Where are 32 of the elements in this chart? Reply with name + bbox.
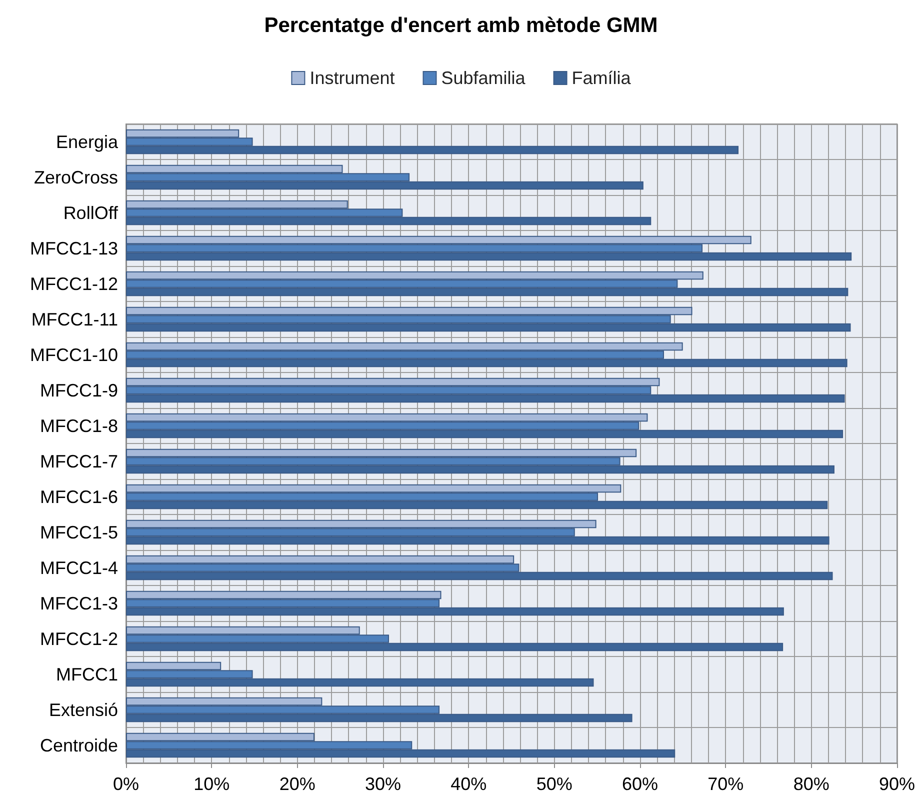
x-tick-label: 0% xyxy=(112,774,140,794)
y-tick-label: MFCC1-12 xyxy=(30,274,118,294)
y-tick-label: MFCC1-6 xyxy=(40,486,118,507)
y-tick-label: Energia xyxy=(56,132,119,152)
x-tick-label: 30% xyxy=(364,774,402,794)
y-tick-label: MFCC1-3 xyxy=(40,593,118,614)
chart-title: Percentatge d'encert amb mètode GMM xyxy=(264,14,658,37)
y-tick-label: ZeroCross xyxy=(34,167,118,188)
y-tick-label: MFCC1-10 xyxy=(30,344,118,365)
y-tick-label: Centroide xyxy=(40,735,118,756)
y-tick-label: MFCC1-2 xyxy=(40,628,118,649)
y-tick-label: MFCC1-11 xyxy=(31,309,118,330)
x-tick-label: 10% xyxy=(194,774,230,794)
y-tick-label: MFCC1-4 xyxy=(40,558,118,578)
x-tick-label: 50% xyxy=(536,774,572,794)
x-tick-label: 80% xyxy=(793,774,830,794)
x-tick-label: 60% xyxy=(622,774,658,794)
y-tick-label: MFCC1-9 xyxy=(40,380,118,400)
y-tick-label: MFCC1 xyxy=(56,664,118,684)
x-tick-label: 20% xyxy=(279,774,316,794)
y-tick-label: MFCC1-13 xyxy=(30,238,118,258)
legend-label: Instrument xyxy=(310,68,395,88)
legend-label: Família xyxy=(572,68,632,88)
y-tick-label: MFCC1-5 xyxy=(40,522,118,542)
y-tick-label: Extensió xyxy=(48,700,118,720)
y-tick-label: MFCC1-8 xyxy=(40,416,118,436)
x-tick-label: 70% xyxy=(708,774,744,794)
x-tick-label: 90% xyxy=(878,774,916,794)
y-tick-label: MFCC1-7 xyxy=(40,451,118,472)
x-tick-label: 40% xyxy=(450,774,487,794)
y-tick-label: RollOff xyxy=(63,202,119,223)
legend-label: Subfamilia xyxy=(441,68,526,88)
